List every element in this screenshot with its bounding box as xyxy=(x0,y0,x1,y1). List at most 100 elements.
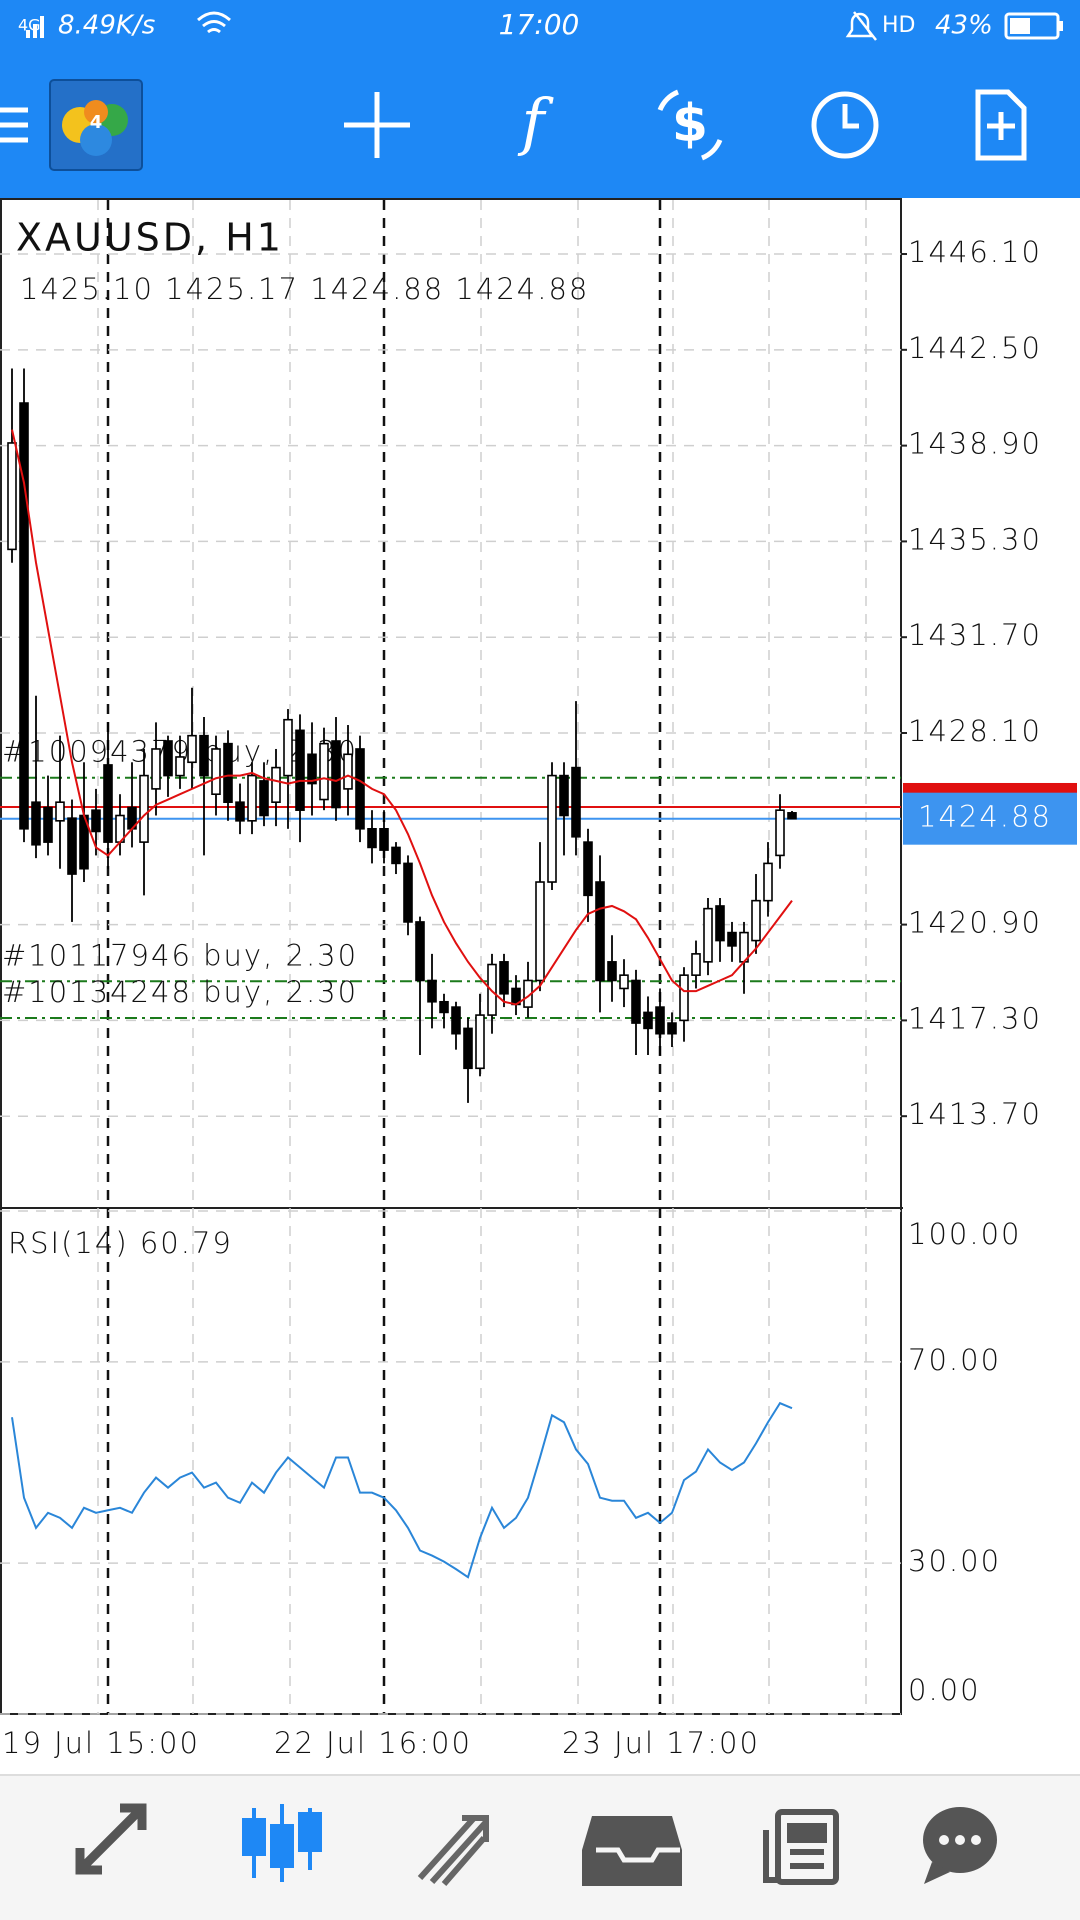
candle-body xyxy=(175,756,185,777)
day-separators xyxy=(106,200,662,1714)
timeframe-button[interactable] xyxy=(811,91,879,159)
quotes-tab[interactable] xyxy=(75,1803,147,1875)
candle-body xyxy=(691,953,701,976)
candle-body xyxy=(583,841,593,897)
candle-body xyxy=(55,801,65,822)
y-tick-label: 30.00 xyxy=(908,1544,1001,1578)
candle-body xyxy=(643,1011,653,1030)
y-tick-label: 1442.50 xyxy=(908,331,1042,365)
candle-body xyxy=(559,774,569,817)
candle-body xyxy=(391,846,401,865)
candle-body xyxy=(199,734,209,777)
trade-tab[interactable] xyxy=(417,1815,489,1886)
candle-body xyxy=(703,907,713,963)
candle-body xyxy=(235,801,245,822)
candle-body xyxy=(367,828,377,849)
plot-layer: 1413.70 1417.30 1420.90 1428.10 1431.70 1435.… xyxy=(0,235,1077,1760)
x-tick-label: 19 Jul 15:00 xyxy=(2,1726,200,1760)
candle-body xyxy=(211,748,221,796)
x-tick-label: 22 Jul 16:00 xyxy=(274,1726,472,1760)
candle-body xyxy=(571,766,581,838)
candle-body xyxy=(139,774,149,843)
y-tick-label: 70.00 xyxy=(908,1343,1001,1377)
symbol-title: XAUUSD, H1 xyxy=(16,216,284,260)
candle-body xyxy=(427,979,437,1003)
candle-body xyxy=(43,806,53,843)
candle-body xyxy=(499,961,509,995)
candle-body xyxy=(151,748,161,790)
rsi-line xyxy=(11,1401,793,1579)
candle-body xyxy=(655,1006,665,1035)
clock: 17:00 xyxy=(499,8,580,41)
candle-body xyxy=(775,809,785,857)
y-tick-label: 1438.90 xyxy=(908,427,1042,461)
y-tick-label: 1413.70 xyxy=(908,1097,1042,1131)
candle-body xyxy=(247,774,257,822)
candle-body xyxy=(319,742,329,801)
signal-icon xyxy=(26,16,44,38)
candle-body xyxy=(607,961,617,982)
history-tab[interactable] xyxy=(582,1816,682,1886)
svg-text:$: $ xyxy=(672,94,708,154)
candle-body xyxy=(7,442,17,551)
candle-body xyxy=(31,801,41,846)
trade-button[interactable]: $ xyxy=(657,89,723,161)
candle-body xyxy=(463,1027,473,1070)
candle-body xyxy=(271,766,281,803)
candle-body xyxy=(163,740,173,777)
y-tick-label: 0.00 xyxy=(908,1673,981,1707)
candle-body xyxy=(187,734,197,764)
menu-button[interactable] xyxy=(0,107,28,143)
y-tick-label: 100.00 xyxy=(908,1217,1021,1251)
candle-body xyxy=(547,774,557,883)
hd-call: HD xyxy=(882,13,915,38)
candle-body xyxy=(631,979,641,1024)
candle-body xyxy=(439,1000,449,1014)
app-logo[interactable]: 4 xyxy=(49,79,143,171)
news-tab[interactable] xyxy=(763,1809,839,1885)
crosshair-button[interactable] xyxy=(344,92,410,158)
candle-body xyxy=(295,729,305,811)
candle-body xyxy=(715,905,725,942)
candle-body xyxy=(415,921,425,982)
candle-body xyxy=(379,828,389,851)
y-tick-label: 1417.30 xyxy=(908,1001,1042,1035)
order-label: #10134248 buy, 2.30 xyxy=(2,975,358,1009)
chat-tab[interactable] xyxy=(923,1807,997,1884)
net-speed: 8.49K/s xyxy=(58,11,155,41)
ohlc-text: 1425.10 1425.17 1424.88 1424.88 xyxy=(20,272,589,306)
candle-body xyxy=(223,742,233,803)
mute-icon xyxy=(845,11,877,41)
battery-icon xyxy=(1004,12,1063,40)
candle-body xyxy=(475,1014,485,1070)
chart-tab[interactable] xyxy=(242,1804,322,1882)
candle-body xyxy=(19,402,29,830)
y-tick-label: 1446.10 xyxy=(908,235,1042,269)
y-tick-label: 1428.10 xyxy=(908,714,1042,748)
candle-body xyxy=(787,812,797,820)
y-tick-label: 1435.30 xyxy=(908,522,1042,556)
candle-body xyxy=(103,764,113,843)
y-tick-label: 1420.90 xyxy=(908,906,1042,940)
candle-body xyxy=(535,881,545,982)
ask-marker xyxy=(903,782,1077,794)
candle-body xyxy=(343,753,353,790)
moving-average xyxy=(11,429,793,1006)
candle-body xyxy=(679,974,689,1022)
candle-body xyxy=(595,881,605,982)
time-grid xyxy=(97,200,867,1714)
bottom-nav-bg xyxy=(0,1775,1080,1920)
app-bar-bg xyxy=(0,0,1080,198)
new-order-button[interactable] xyxy=(975,89,1027,161)
candle-body xyxy=(451,1006,461,1035)
y-tick-label: 1431.70 xyxy=(908,618,1042,652)
bid-marker xyxy=(903,792,1077,845)
candle-body xyxy=(307,753,317,785)
order-label: #10117946 buy, 2.30 xyxy=(2,938,358,972)
battery-text: 43% xyxy=(935,11,993,41)
candle-body xyxy=(355,748,365,830)
wifi-icon xyxy=(197,11,231,34)
candle-body xyxy=(67,817,77,875)
